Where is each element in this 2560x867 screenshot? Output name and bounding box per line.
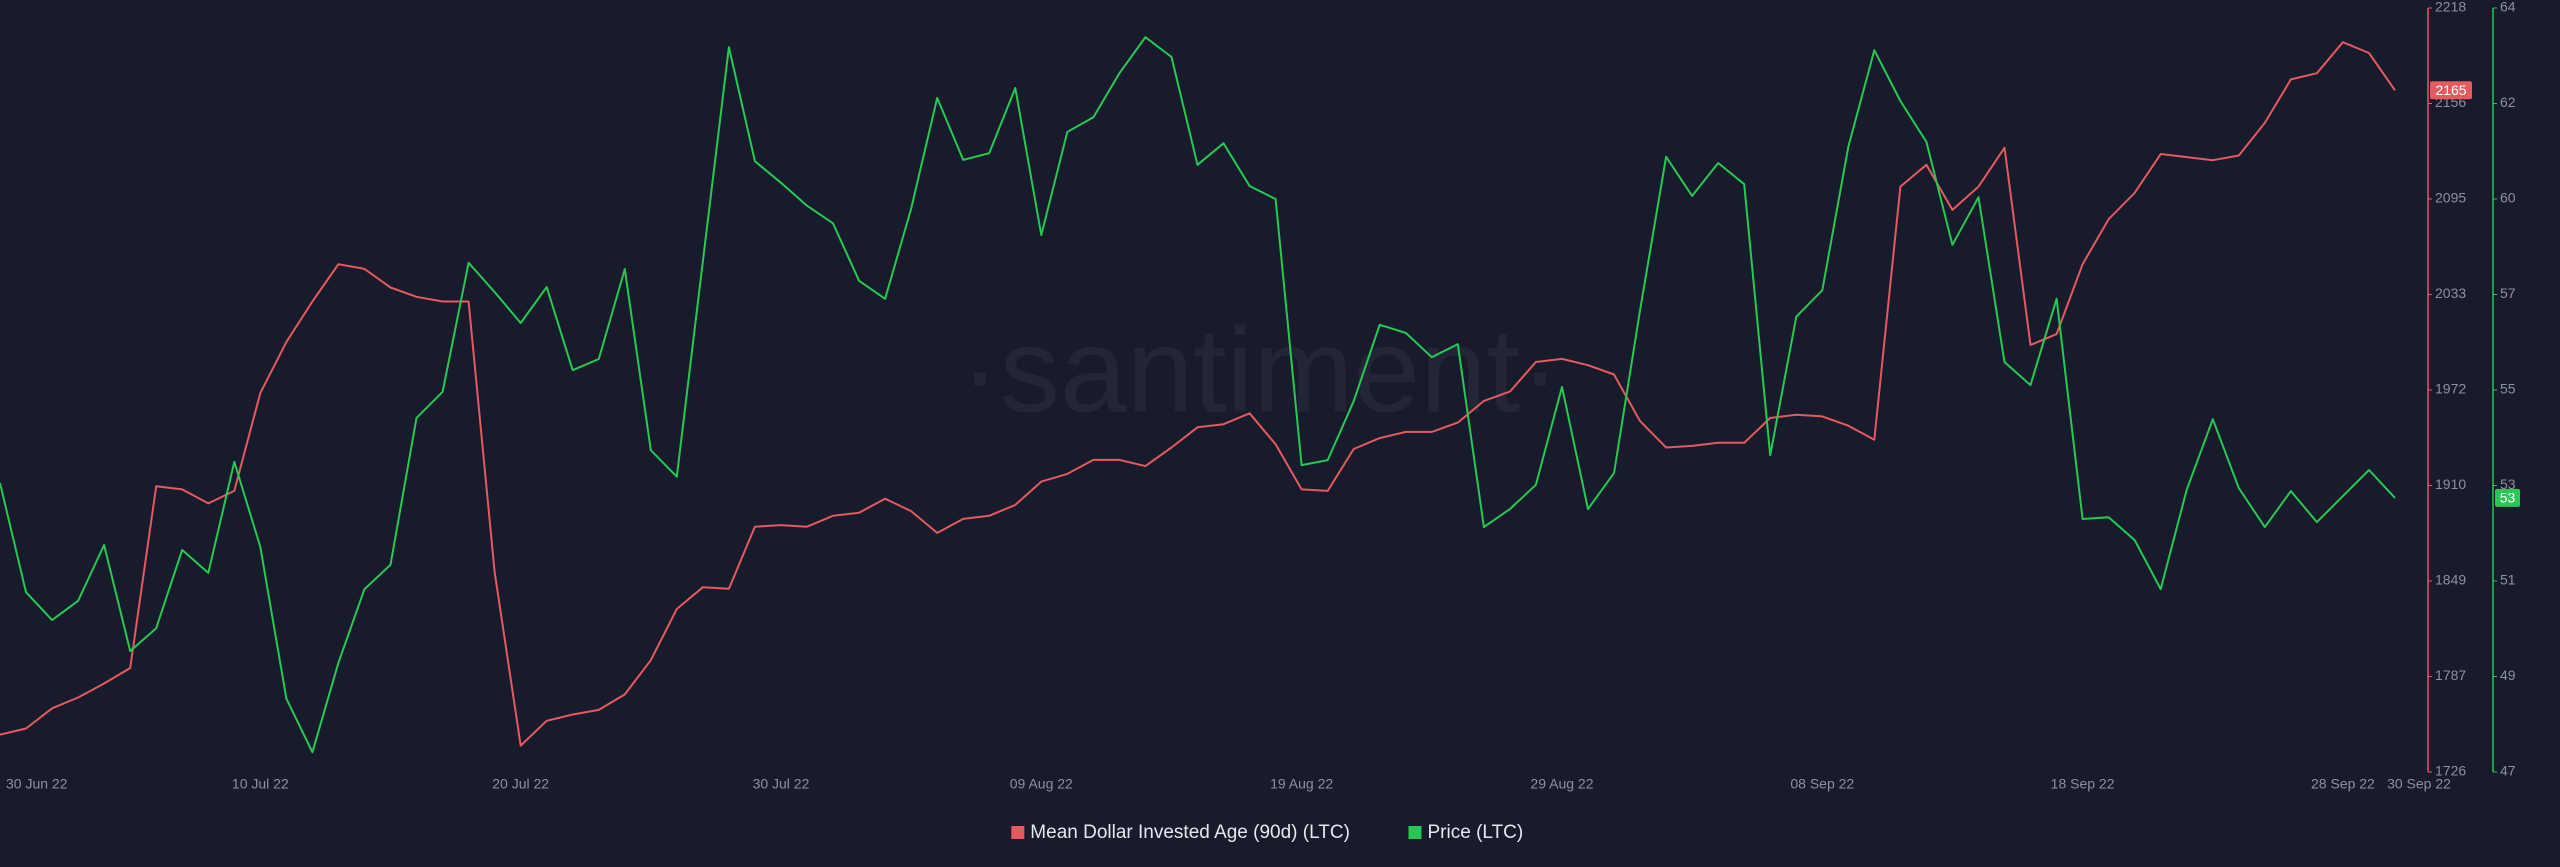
x-tick-label: 28 Sep 22 (2311, 776, 2375, 792)
end-label: 53 (2500, 490, 2516, 506)
x-tick-label: 09 Aug 22 (1010, 776, 1073, 792)
series-line (0, 36, 2396, 754)
end-label-box (2430, 81, 2472, 100)
legend-swatch (1408, 826, 1422, 839)
y-tick-label: 51 (2500, 572, 2516, 588)
x-tick-label: 30 Sep 22 (2387, 776, 2451, 792)
x-tick-label: 20 Jul 22 (492, 776, 549, 792)
legend-swatch (1011, 826, 1025, 839)
x-tick-label: 30 Jul 22 (753, 776, 810, 792)
x-tick-label: 10 Jul 22 (232, 776, 289, 792)
series-line (0, 41, 2396, 747)
y-tick-label: 1726 (2435, 763, 2466, 779)
y-tick-label: 62 (2500, 94, 2516, 110)
y-tick-label: 2218 (2435, 0, 2466, 15)
y-tick-label: 1787 (2435, 667, 2466, 683)
x-tick-label: 18 Sep 22 (2051, 776, 2115, 792)
x-tick-label: 29 Aug 22 (1530, 776, 1593, 792)
legend-label: Mean Dollar Invested Age (90d) (LTC) (1030, 822, 1350, 843)
y-tick-label: 47 (2500, 763, 2516, 779)
y-tick-label: 2095 (2435, 190, 2466, 206)
x-tick-label: 08 Sep 22 (1790, 776, 1854, 792)
y-tick-label: 64 (2500, 0, 2516, 15)
y-tick-label: 57 (2500, 285, 2516, 301)
end-label: 2165 (2435, 82, 2466, 98)
y-tick-label: 55 (2500, 381, 2516, 397)
y-tick-label: 1849 (2435, 572, 2466, 588)
y-tick-label: 53 (2500, 476, 2516, 492)
legend-label: Price (LTC) (1428, 822, 1524, 843)
y-tick-label: 2033 (2435, 285, 2466, 301)
y-tick-label: 60 (2500, 190, 2516, 206)
end-label-box (2495, 488, 2520, 507)
y-tick-label: 1910 (2435, 476, 2466, 492)
x-tick-label: 30 Jun 22 (6, 776, 68, 792)
y-tick-label: 1972 (2435, 381, 2466, 397)
x-tick-label: 19 Aug 22 (1270, 776, 1333, 792)
y-tick-label: 49 (2500, 667, 2516, 683)
watermark: ·santiment· (960, 304, 1560, 438)
